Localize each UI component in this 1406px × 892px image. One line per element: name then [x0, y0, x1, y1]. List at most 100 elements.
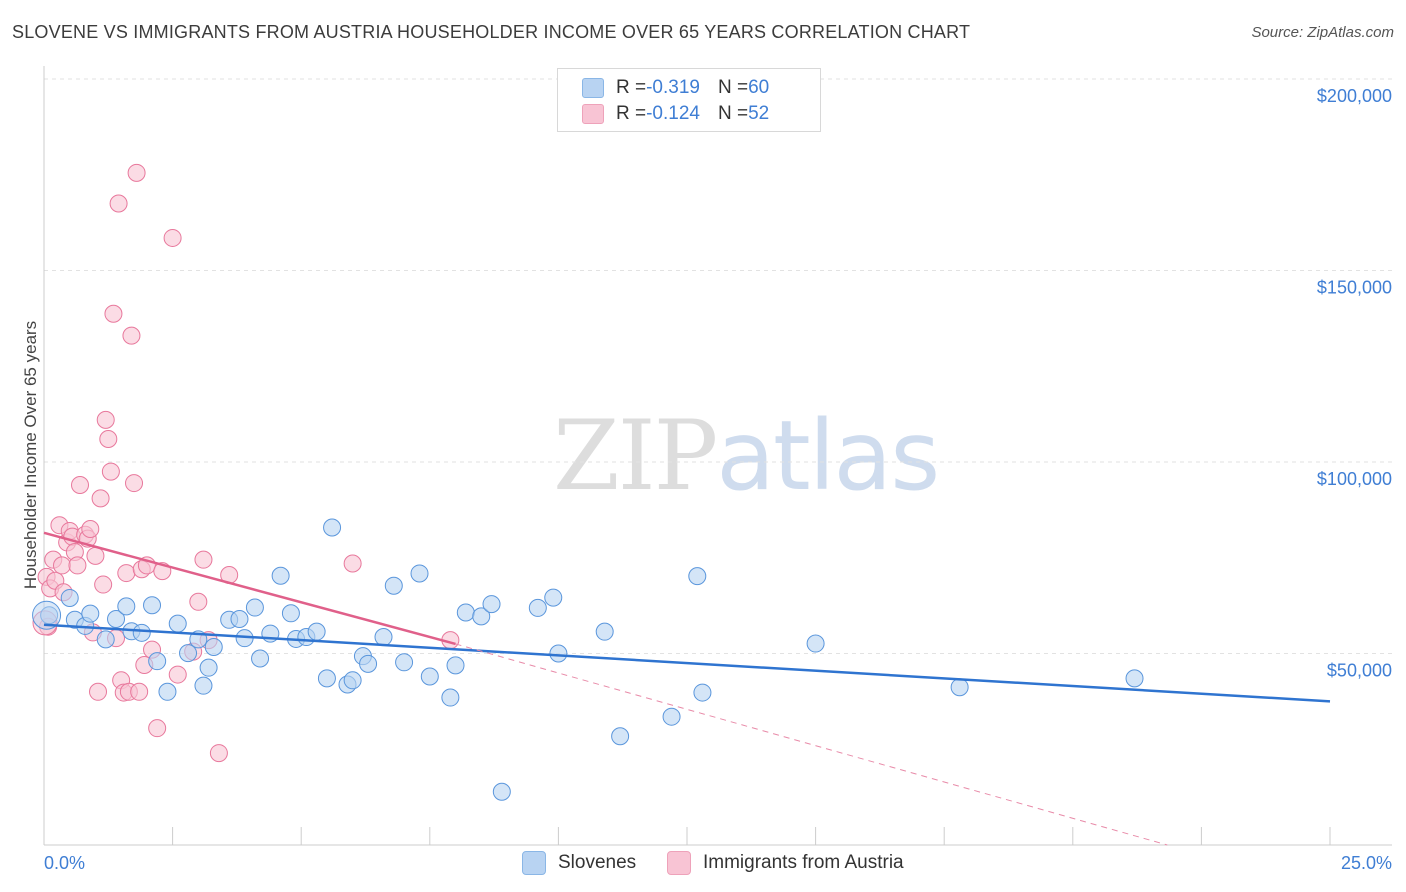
- slovenes-point: [194, 676, 213, 695]
- austria-point: [168, 665, 187, 684]
- bottom-swatch-slovenes: [522, 851, 546, 875]
- slovenes-point: [482, 595, 501, 614]
- source-credit: Source: ZipAtlas.com: [1251, 24, 1394, 41]
- legend-n-value: 52: [748, 103, 770, 124]
- slovenes-point: [472, 607, 491, 626]
- austria-point: [91, 489, 110, 508]
- slovenes-point: [81, 604, 100, 623]
- slovenes-point: [544, 588, 563, 607]
- legend-r-label: R =: [616, 77, 647, 98]
- correlation-legend: R = -0.319 N = 60 R = -0.124 N = 52: [557, 68, 821, 132]
- chart-title: SLOVENE VS IMMIGRANTS FROM AUSTRIA HOUSE…: [12, 22, 971, 42]
- legend-row-slovenes: R = -0.319 N = 60: [582, 76, 769, 100]
- slovenes-point: [693, 683, 712, 702]
- slovenes-point: [143, 596, 162, 615]
- slovenes-point: [132, 623, 151, 642]
- austria-point: [68, 556, 87, 575]
- austria-point: [209, 744, 228, 763]
- x-tick-label: 0.0%: [44, 853, 85, 873]
- bottom-swatch-austria: [667, 851, 691, 875]
- slovenes-point: [410, 564, 429, 583]
- trend-lines: [43, 531, 1331, 846]
- slovenes-point: [204, 637, 223, 656]
- slovenes-point: [32, 600, 62, 630]
- austria-point: [96, 410, 115, 429]
- austria-point: [125, 474, 144, 493]
- austria-point: [189, 592, 208, 611]
- y-tick-label: $50,000: [1327, 661, 1392, 681]
- y-tick-label: $100,000: [1317, 469, 1392, 489]
- austria-point: [71, 475, 90, 494]
- bottom-legend-label: Immigrants from Austria: [703, 852, 904, 873]
- slovenes-point: [271, 566, 290, 585]
- slovenes-point: [446, 656, 465, 675]
- slovenes-point: [688, 567, 707, 586]
- slovenes-point: [950, 678, 969, 697]
- bottom-legend-austria: Immigrants from Austria: [667, 851, 904, 875]
- austria-point: [194, 550, 213, 569]
- watermark-atlas: atlas: [716, 400, 940, 512]
- y-tick-label: $150,000: [1317, 278, 1392, 298]
- legend-r-label: R =: [616, 103, 647, 124]
- legend-swatch-austria: [582, 104, 604, 124]
- austria-point: [122, 326, 141, 345]
- slovenes-point: [245, 598, 264, 617]
- slovenes-point: [323, 518, 342, 537]
- slovenes-point: [806, 634, 825, 653]
- legend-n-label: N =: [717, 77, 749, 98]
- legend-n-label: N =: [717, 103, 749, 124]
- slovenes-point: [307, 622, 326, 641]
- austria-point: [163, 228, 182, 247]
- slovenes-trend-line: [43, 623, 1331, 703]
- austria-point: [101, 462, 120, 481]
- austria-point: [53, 556, 72, 575]
- legend-r-value: -0.319: [646, 77, 700, 98]
- slovenes-point: [384, 576, 403, 595]
- austria-point: [81, 520, 100, 539]
- legend-swatch-slovenes: [582, 78, 604, 98]
- slovenes-point: [1125, 669, 1144, 688]
- legend-n-value: 60: [748, 77, 770, 98]
- austria-trend-extension: [455, 643, 1168, 846]
- austria-point: [104, 304, 123, 323]
- x-tick-label: 25.0%: [1341, 853, 1392, 873]
- austria-trend-line: [43, 531, 456, 646]
- slovenes-point: [492, 782, 511, 801]
- austria-point: [86, 546, 105, 565]
- slovenes-point: [117, 597, 136, 616]
- slovenes-point: [441, 688, 460, 707]
- slovenes-point: [343, 671, 362, 690]
- axis-layer: [43, 66, 1392, 846]
- slovenes-point: [528, 598, 547, 617]
- slovenes-point: [251, 649, 270, 668]
- bottom-legend-slovenes: Slovenes: [522, 851, 636, 875]
- slovenes-point: [168, 614, 187, 633]
- slovenes-point: [60, 588, 79, 607]
- austria-point: [127, 163, 146, 182]
- tick-labels: $50,000 $100,000 $150,000 $200,000 0.0% 25.0%: [44, 86, 1392, 873]
- slovenes-point: [230, 610, 249, 629]
- watermark: ZIPatlas: [553, 400, 940, 512]
- slovenes-point: [96, 630, 115, 649]
- slovenes-point: [456, 603, 475, 622]
- austria-point: [343, 554, 362, 573]
- grid-layer: [44, 78, 1392, 654]
- slovenes-point: [158, 682, 177, 701]
- y-tick-label: $200,000: [1317, 86, 1392, 106]
- series-slovenes-points: [32, 518, 1144, 801]
- bottom-legend-label: Slovenes: [558, 852, 637, 873]
- austria-point: [109, 194, 128, 213]
- slovenes-point: [395, 653, 414, 672]
- austria-point: [148, 719, 167, 738]
- slovenes-point: [281, 604, 300, 623]
- slovenes-point: [359, 654, 378, 673]
- slovenes-point: [420, 667, 439, 686]
- watermark-zip: ZIP: [553, 400, 718, 512]
- slovenes-point: [549, 644, 568, 663]
- austria-point: [99, 430, 118, 449]
- slovenes-point: [148, 652, 167, 671]
- legend-row-austria: R = -0.124 N = 52: [582, 102, 769, 126]
- y-axis-label: Householder Income Over 65 years: [21, 321, 40, 589]
- slovenes-point: [374, 628, 393, 647]
